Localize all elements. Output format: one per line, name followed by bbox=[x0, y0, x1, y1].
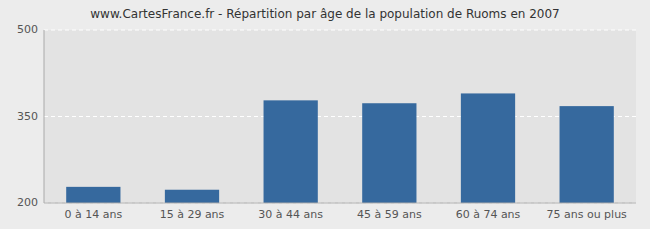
bar bbox=[362, 103, 416, 203]
bar bbox=[264, 100, 318, 203]
x-tick-label: 15 à 29 ans bbox=[160, 208, 225, 221]
y-axis-line bbox=[44, 30, 45, 203]
y-tick-label: 500 bbox=[17, 23, 38, 36]
y-tick-label: 350 bbox=[17, 110, 38, 123]
chart-container: www.CartesFrance.fr - Répartition par âg… bbox=[0, 0, 650, 229]
x-tick-label: 30 à 44 ans bbox=[258, 208, 323, 221]
title: www.CartesFrance.fr - Répartition par âg… bbox=[90, 7, 559, 21]
chart-svg: www.CartesFrance.fr - Répartition par âg… bbox=[0, 0, 650, 229]
x-tick-label: 60 à 74 ans bbox=[456, 208, 521, 221]
bar bbox=[165, 190, 219, 203]
bar bbox=[66, 187, 120, 203]
x-tick-label: 0 à 14 ans bbox=[64, 208, 122, 221]
bar bbox=[560, 106, 614, 203]
x-tick-label: 45 à 59 ans bbox=[357, 208, 422, 221]
bar bbox=[461, 93, 515, 203]
plot-background bbox=[44, 30, 636, 203]
x-tick-label: 75 ans ou plus bbox=[546, 208, 627, 221]
bars bbox=[66, 93, 614, 203]
grid-line bbox=[44, 203, 636, 204]
grid-line bbox=[44, 30, 636, 31]
y-tick-label: 200 bbox=[17, 196, 38, 209]
x-axis-line bbox=[44, 203, 636, 204]
grid-line bbox=[44, 116, 636, 117]
